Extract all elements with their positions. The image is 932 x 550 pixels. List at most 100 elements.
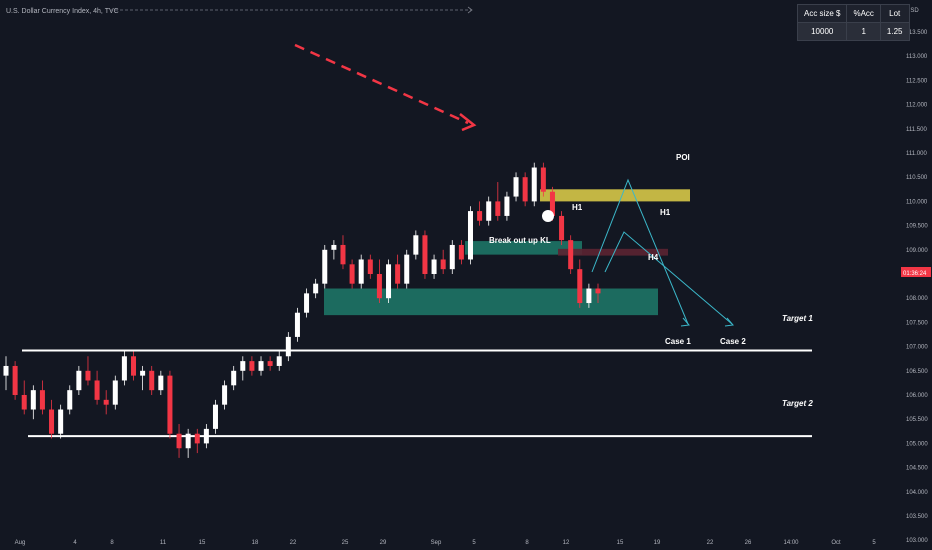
candle-body (340, 244, 346, 265)
y-tick-label: 107.500 (906, 320, 928, 326)
candle-body (185, 433, 191, 449)
y-tick-label: 107.000 (906, 345, 928, 351)
candle-body (285, 336, 291, 357)
candle-body (240, 361, 246, 371)
h1-key-level-zone (465, 241, 582, 255)
candle-body (413, 235, 419, 255)
candle-body (367, 259, 373, 274)
candle-body (568, 240, 574, 270)
candle-body (131, 356, 137, 376)
x-tick-label: Oct (831, 540, 841, 546)
x-tick-label: 4 (73, 540, 77, 546)
case1-arrow-head (680, 317, 690, 327)
y-tick-label: 106.500 (906, 369, 928, 375)
candle-body (85, 370, 91, 381)
candle-layer (3, 162, 601, 458)
account-table: Acc size $ %Acc Lot 10000 1 1.25 (796, 4, 910, 41)
candle-body (167, 375, 173, 434)
account-table-header-row: Acc size $ %Acc Lot (796, 4, 910, 23)
candle-body (12, 365, 18, 395)
candle-body (577, 269, 583, 304)
candle-body (504, 196, 510, 216)
x-tick-label: 22 (290, 540, 297, 546)
candle-body (21, 395, 27, 410)
candle-body (203, 428, 209, 444)
x-tick-label: 15 (617, 540, 624, 546)
candle-body (322, 249, 328, 284)
candle-body (94, 380, 100, 400)
candle-body (386, 264, 392, 299)
case1-label: Case 1 (665, 337, 691, 346)
x-tick-label: Aug (15, 540, 26, 546)
candle-body (222, 385, 228, 405)
y-tick-label: 104.500 (906, 466, 928, 472)
lot-value: 1.25 (879, 22, 910, 41)
candle-body (395, 264, 401, 284)
candle-body (549, 191, 555, 216)
candle-body (586, 288, 592, 304)
candle-body (231, 370, 237, 386)
x-tick-label: 26 (745, 540, 752, 546)
candle-body (331, 244, 337, 250)
y-tick-label: 109.000 (906, 248, 928, 254)
candle-body (531, 167, 537, 202)
candle-body (304, 293, 310, 313)
acc-pct-value: 1 (846, 22, 881, 41)
candle-body (212, 404, 218, 429)
candle-body (495, 201, 501, 216)
case1-path (591, 178, 689, 325)
h1-resistance-zone (558, 248, 668, 256)
candle-body (176, 433, 182, 449)
y-tick-label: 109.500 (906, 224, 928, 230)
candle-body (67, 390, 73, 410)
y-tick-label: 110.500 (906, 175, 928, 181)
candle-body (194, 433, 200, 444)
candle-body (76, 370, 82, 391)
y-tick-label: 104.000 (906, 490, 928, 496)
acc-size-value: 10000 (796, 22, 848, 41)
x-tick-label: 19 (654, 540, 661, 546)
candle-body (458, 244, 464, 260)
level-layer (22, 349, 812, 438)
downtrend-arrow (294, 43, 469, 125)
x-tick-label: Sep (431, 540, 442, 546)
h4-label: H4 (648, 253, 659, 262)
candle-body (112, 380, 118, 405)
current-price-badge (901, 267, 931, 277)
y-tick-label: 103.000 (906, 538, 928, 544)
candle-body (559, 215, 565, 241)
candle-body (486, 201, 492, 221)
candle-body (467, 211, 473, 260)
chart-title: U.S. Dollar Currency Index, 4h, TVC (6, 8, 119, 15)
candle-body (477, 211, 483, 221)
lot-header: Lot (879, 4, 910, 23)
x-tick-label: 15 (199, 540, 206, 546)
candle-body (49, 409, 55, 434)
candle-body (158, 375, 164, 391)
x-tick-label: 5 (472, 540, 476, 546)
x-tick-label: 11 (160, 540, 167, 546)
zone-layer (324, 189, 690, 316)
candle-body (267, 361, 273, 366)
candle-body (149, 370, 155, 391)
y-tick-label: 106.000 (906, 393, 928, 399)
candle-body (422, 235, 428, 274)
h1-label-right: H1 (660, 208, 671, 217)
account-table-value-row: 10000 1 1.25 (796, 22, 910, 41)
x-tick-label: 12 (563, 540, 570, 546)
candle-body (3, 365, 9, 376)
x-axis: Aug 4 8 11 15 18 22 25 29 Sep 5 8 12 15 19 22 26 14:00 Oct… (15, 540, 877, 546)
acc-pct-header: %Acc (846, 4, 881, 23)
y-tick-label: 112.500 (906, 78, 928, 84)
candle-body (276, 356, 282, 366)
y-tick-label: 113.000 (906, 54, 928, 60)
x-tick-label: 18 (252, 540, 259, 546)
currency-label: USD (906, 8, 919, 14)
breakout-marker (542, 210, 554, 222)
candle-body (522, 177, 528, 202)
candle-body (121, 356, 127, 381)
poi-zone (540, 189, 690, 202)
x-tick-label: 8 (525, 540, 529, 546)
y-tick-label: 105.000 (906, 441, 928, 447)
